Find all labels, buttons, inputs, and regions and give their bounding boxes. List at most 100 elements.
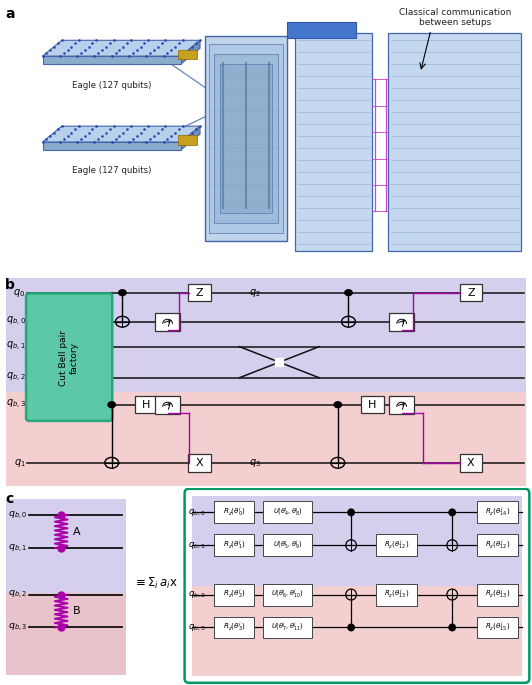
FancyBboxPatch shape: [135, 396, 157, 414]
Polygon shape: [43, 126, 200, 142]
FancyBboxPatch shape: [6, 278, 526, 393]
FancyBboxPatch shape: [26, 293, 112, 421]
Text: b: b: [5, 278, 15, 292]
Circle shape: [348, 509, 354, 516]
Text: $q_{b,2}$: $q_{b,2}$: [6, 371, 26, 384]
Text: $U(\theta^i_6,\theta^i_{10})$: $U(\theta^i_6,\theta^i_{10})$: [271, 588, 303, 601]
FancyBboxPatch shape: [188, 284, 211, 301]
FancyBboxPatch shape: [6, 593, 126, 675]
Circle shape: [119, 290, 126, 296]
FancyBboxPatch shape: [188, 454, 211, 471]
Polygon shape: [43, 142, 181, 150]
FancyBboxPatch shape: [214, 54, 278, 223]
Text: $U(\theta^i_4,\theta^i_8)$: $U(\theta^i_4,\theta^i_8)$: [273, 506, 302, 519]
FancyBboxPatch shape: [477, 584, 518, 606]
Text: $U(\theta^i_5,\theta^i_9)$: $U(\theta^i_5,\theta^i_9)$: [273, 538, 302, 552]
Text: $q_{b,2}$: $q_{b,2}$: [9, 588, 28, 601]
Text: $q_{b,0}$: $q_{b,0}$: [188, 507, 206, 518]
Text: $q_{b,0}$: $q_{b,0}$: [6, 315, 26, 328]
Text: X: X: [467, 458, 475, 468]
Polygon shape: [181, 126, 200, 150]
Text: $R_z(\theta^i_1)$: $R_z(\theta^i_1)$: [223, 538, 245, 552]
Text: A: A: [73, 527, 80, 536]
FancyBboxPatch shape: [295, 33, 372, 251]
FancyBboxPatch shape: [6, 499, 126, 675]
Text: $q_{b,1}$: $q_{b,1}$: [9, 542, 28, 554]
Circle shape: [449, 624, 455, 631]
Text: X: X: [196, 458, 203, 468]
Circle shape: [108, 402, 115, 408]
FancyBboxPatch shape: [389, 312, 414, 331]
FancyBboxPatch shape: [361, 396, 384, 414]
FancyBboxPatch shape: [376, 534, 417, 556]
Circle shape: [348, 624, 354, 631]
Text: $q_{b,1}$: $q_{b,1}$: [6, 340, 26, 353]
Text: $q_3$: $q_3$: [249, 457, 261, 469]
Polygon shape: [43, 40, 200, 56]
FancyBboxPatch shape: [389, 395, 414, 414]
FancyBboxPatch shape: [388, 33, 521, 251]
Circle shape: [345, 290, 352, 296]
Text: Eagle (127 qubits): Eagle (127 qubits): [72, 166, 152, 175]
FancyBboxPatch shape: [214, 534, 254, 556]
FancyBboxPatch shape: [6, 393, 526, 486]
Circle shape: [449, 509, 455, 516]
Text: Classical communication
between setups: Classical communication between setups: [398, 8, 511, 27]
Text: $q_2$: $q_2$: [249, 287, 261, 299]
Text: a: a: [5, 7, 15, 21]
Text: $R_z(\theta^i_{12})$: $R_z(\theta^i_{12})$: [485, 538, 510, 552]
Text: $R_z(\theta^i_{13})$: $R_z(\theta^i_{13})$: [384, 588, 409, 601]
Text: Eagle (127 qubits): Eagle (127 qubits): [72, 81, 152, 90]
FancyBboxPatch shape: [263, 584, 312, 606]
FancyBboxPatch shape: [192, 496, 522, 586]
Text: Cut Bell pair
factory: Cut Bell pair factory: [60, 329, 79, 386]
Text: H: H: [368, 400, 377, 410]
Text: $R_z(\theta^i_{15})$: $R_z(\theta^i_{15})$: [485, 621, 510, 634]
Text: $R_z(\theta^i_2)$: $R_z(\theta^i_2)$: [223, 588, 245, 601]
Circle shape: [334, 402, 342, 408]
Text: c: c: [5, 492, 14, 506]
Text: $\equiv \Sigma_i\, a_i\mathrm{x}$: $\equiv \Sigma_i\, a_i\mathrm{x}$: [133, 576, 178, 591]
FancyBboxPatch shape: [209, 45, 283, 233]
FancyBboxPatch shape: [263, 616, 312, 638]
Text: $R_z(\theta^i_{12})$: $R_z(\theta^i_{12})$: [384, 538, 409, 552]
Text: B: B: [73, 606, 80, 616]
Text: $q_{b,0}$: $q_{b,0}$: [9, 509, 28, 521]
Text: $R_z(\theta^i_{14})$: $R_z(\theta^i_{14})$: [485, 506, 510, 519]
FancyBboxPatch shape: [263, 501, 312, 523]
Text: $q_{b,3}$: $q_{b,3}$: [9, 621, 28, 634]
FancyBboxPatch shape: [178, 49, 197, 59]
Text: $U(\theta^i_7,\theta^i_{11})$: $U(\theta^i_7,\theta^i_{11})$: [271, 621, 303, 634]
FancyBboxPatch shape: [192, 586, 522, 675]
FancyBboxPatch shape: [287, 22, 356, 38]
FancyBboxPatch shape: [155, 312, 180, 331]
FancyBboxPatch shape: [214, 616, 254, 638]
FancyBboxPatch shape: [155, 395, 180, 414]
FancyBboxPatch shape: [477, 616, 518, 638]
FancyBboxPatch shape: [214, 584, 254, 606]
FancyBboxPatch shape: [477, 501, 518, 523]
FancyBboxPatch shape: [263, 534, 312, 556]
Text: $q_1$: $q_1$: [14, 457, 26, 469]
Text: $q_{b,3}$: $q_{b,3}$: [6, 398, 26, 411]
Text: $R_z(\theta^i_3)$: $R_z(\theta^i_3)$: [223, 621, 245, 634]
Polygon shape: [181, 40, 200, 64]
FancyBboxPatch shape: [376, 584, 417, 606]
Text: $R_z(\theta^i_0)$: $R_z(\theta^i_0)$: [223, 506, 245, 519]
Text: $q_0$: $q_0$: [13, 287, 26, 299]
FancyBboxPatch shape: [460, 284, 482, 301]
FancyBboxPatch shape: [178, 136, 197, 145]
Text: $q_{b,3}$: $q_{b,3}$: [188, 622, 206, 633]
Polygon shape: [43, 56, 181, 64]
Text: $q_{b,2}$: $q_{b,2}$: [188, 589, 206, 600]
Text: $R_z(\theta^i_{13})$: $R_z(\theta^i_{13})$: [485, 588, 510, 601]
Text: H: H: [142, 400, 151, 410]
FancyBboxPatch shape: [220, 64, 272, 213]
FancyBboxPatch shape: [214, 501, 254, 523]
FancyBboxPatch shape: [477, 534, 518, 556]
FancyBboxPatch shape: [205, 36, 287, 241]
FancyBboxPatch shape: [460, 454, 482, 471]
Text: $q_{b,1}$: $q_{b,1}$: [188, 540, 206, 551]
Text: Z: Z: [196, 288, 203, 298]
Text: Z: Z: [467, 288, 475, 298]
